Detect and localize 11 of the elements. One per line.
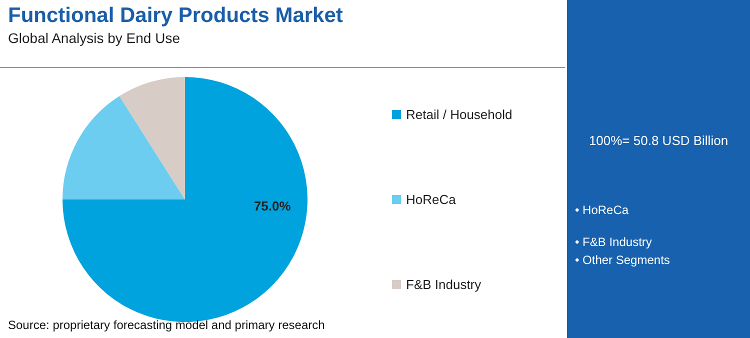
source-note: Source: proprietary forecasting model and primary research bbox=[8, 318, 325, 332]
text: 100%= 50.8 USD Billion bbox=[588, 133, 730, 148]
legend-label: F&B Industry bbox=[405, 277, 482, 292]
data-label: 75.0% bbox=[254, 198, 292, 214]
text: • Other Segments bbox=[575, 253, 670, 267]
legend-label: HoReCa bbox=[405, 192, 456, 207]
chart-subtitle: Global Analysis by End Use bbox=[8, 30, 180, 46]
legend-label: Retail / Household bbox=[405, 107, 512, 122]
chart-title: Functional Dairy Products Market bbox=[8, 4, 343, 28]
text: • F&B Industry bbox=[575, 235, 652, 249]
text: • HoReCa bbox=[575, 203, 629, 217]
